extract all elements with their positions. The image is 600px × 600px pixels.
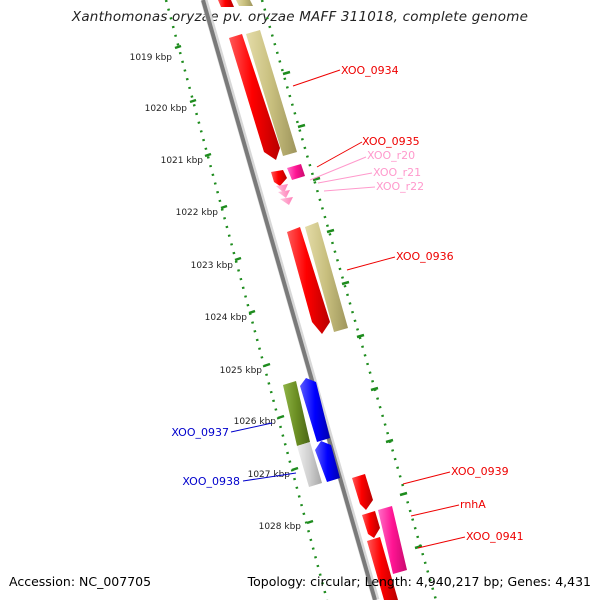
map-title: Xanthomonas oryzae pv. oryzae MAFF 31101… [71, 9, 529, 25]
feature-block-olive[interactable] [283, 381, 310, 446]
rna-label-XOO_r21[interactable]: XOO_r21 [373, 166, 421, 179]
label-leaders [230, 69, 466, 549]
feature-block-gray[interactable] [297, 442, 322, 487]
rna-XOO_r20-arrow[interactable] [276, 184, 288, 193]
gene-XOO_0938-arrow[interactable] [315, 441, 340, 482]
gene-XOO_0937-arrow[interactable] [300, 378, 330, 442]
genome-summary-text: Topology: circular; Length: 4,940,217 bp… [247, 574, 591, 589]
gene-label-XOO_0939[interactable]: XOO_0939 [451, 465, 509, 478]
scale-major-ticks [174, 44, 423, 550]
rna-XOO_r22-arrow[interactable] [280, 197, 293, 205]
gene-XOO_0939-arrow[interactable] [352, 474, 373, 510]
gene-label-XOO_0938[interactable]: XOO_0938 [182, 475, 240, 488]
gene-XOO_0935-arrow[interactable] [271, 170, 287, 186]
tick-label-1027: 1027 kbp [248, 470, 291, 480]
feature-block-khaki-2[interactable] [305, 222, 348, 332]
genome-backbone [200, 0, 380, 600]
gene-XOO_0934-arrow[interactable] [229, 34, 280, 160]
accession-text: Accession: NC_007705 [9, 574, 152, 589]
rna-XOO_r21-arrow[interactable] [278, 190, 290, 198]
gene-XOO_0936-arrow[interactable] [287, 227, 330, 334]
gene-label-XOO_0937[interactable]: XOO_0937 [171, 426, 229, 439]
tick-label-1028: 1028 kbp [259, 522, 302, 532]
gene-rnhA-arrow[interactable] [362, 511, 380, 538]
feature-block-partial-khaki[interactable] [236, 0, 253, 6]
scale-tick-labels: 1019 kbp 1020 kbp 1021 kbp 1022 kbp 1023… [130, 53, 302, 532]
gene-XOO_0941-arrow[interactable] [367, 537, 398, 600]
rna-label-XOO_r20[interactable]: XOO_r20 [367, 149, 415, 162]
tick-label-1024: 1024 kbp [205, 313, 248, 323]
gene-label-XOO_0935[interactable]: XOO_0935 [362, 135, 420, 148]
tick-label-1023: 1023 kbp [191, 261, 234, 271]
tick-label-1025: 1025 kbp [220, 366, 263, 376]
tick-label-1021: 1021 kbp [161, 156, 204, 166]
gene-label-rnhA[interactable]: rnhA [460, 498, 486, 511]
feature-block-khaki-1[interactable] [246, 30, 297, 156]
gene-label-XOO_0936[interactable]: XOO_0936 [396, 250, 454, 263]
tick-label-1022: 1022 kbp [176, 208, 219, 218]
tick-label-1019: 1019 kbp [130, 53, 173, 63]
feature-block-partial-red[interactable] [218, 0, 234, 7]
feature-blocks[interactable] [218, 0, 407, 600]
gene-label-XOO_0934[interactable]: XOO_0934 [341, 64, 399, 77]
gene-label-XOO_0941[interactable]: XOO_0941 [466, 530, 524, 543]
rna-label-XOO_r22[interactable]: XOO_r22 [376, 180, 424, 193]
feature-labels[interactable]: XOO_0934 XOO_0935 XOO_r20 XOO_r21 XOO_r2… [171, 64, 523, 543]
tick-label-1020: 1020 kbp [145, 104, 188, 114]
rna-block[interactable] [287, 164, 305, 180]
tick-label-1026: 1026 kbp [234, 417, 277, 427]
rna-block-2[interactable] [378, 506, 407, 574]
